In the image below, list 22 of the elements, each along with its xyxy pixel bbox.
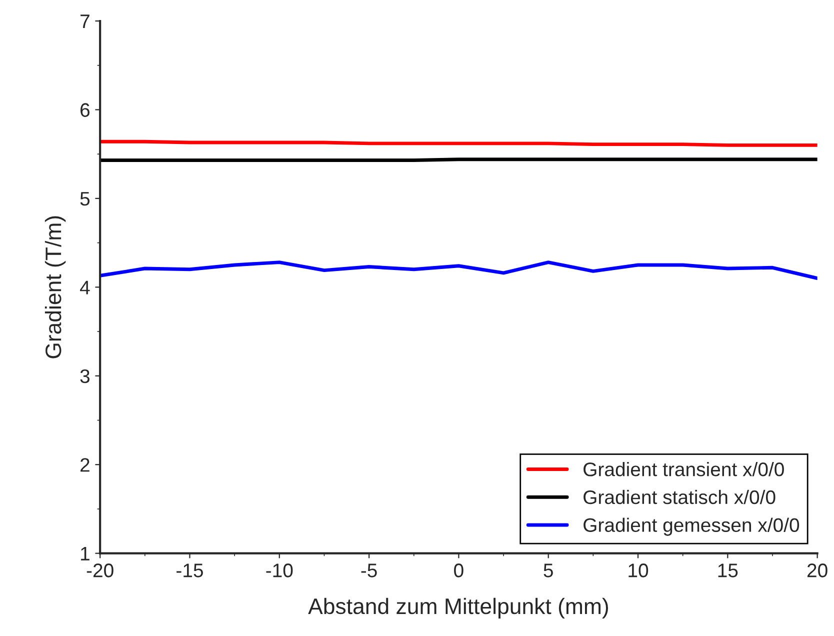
legend-label: Gradient transient x/0/0 xyxy=(584,462,784,476)
x-tick-label: -15 xyxy=(176,564,203,578)
x-tick-label: 5 xyxy=(544,564,553,578)
y-tick-label: 1 xyxy=(81,546,90,560)
legend-label: Gradient gemessen x/0/0 xyxy=(584,518,800,536)
x-axis-title: Abstand zum Mittelpunkt (mm) xyxy=(308,598,608,619)
y-tick-label: 4 xyxy=(80,280,90,294)
x-tick-label: 0 xyxy=(454,564,464,578)
x-tick-label: 15 xyxy=(718,564,738,578)
legend-label: Gradient statisch x/0/0 xyxy=(584,490,776,504)
x-tick-label: 10 xyxy=(628,564,648,578)
y-tick-label: 2 xyxy=(80,458,90,472)
x-tick-label: -20 xyxy=(86,564,114,578)
x-tick-label: 20 xyxy=(807,564,828,578)
y-axis-title: Gradient (T/m) xyxy=(44,216,66,358)
x-tick-label: -5 xyxy=(361,564,377,578)
y-tick-label: 6 xyxy=(80,103,90,117)
line-series xyxy=(100,260,818,280)
y-tick-label: 5 xyxy=(80,192,90,206)
y-tick-label: 7 xyxy=(80,14,90,28)
y-tick-label: 3 xyxy=(80,369,90,384)
x-tick-label: -10 xyxy=(266,564,293,578)
